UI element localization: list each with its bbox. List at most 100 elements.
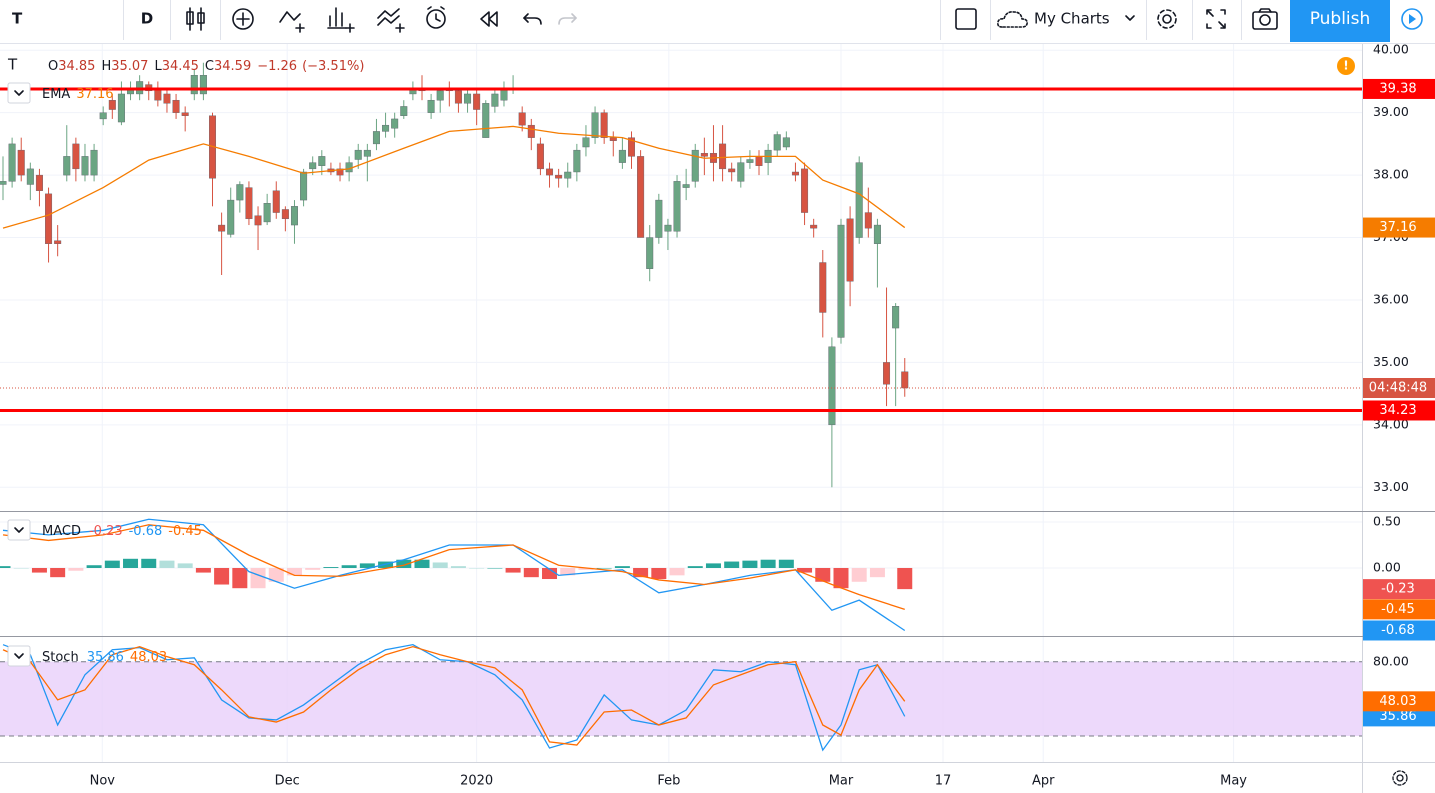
indicator-line	[2, 524, 905, 610]
chevron	[14, 653, 24, 659]
price-badge-label: 34.23	[1379, 403, 1416, 418]
histogram-bar	[705, 563, 721, 568]
ema-value: 37.16	[76, 87, 113, 102]
x-tick-label: Feb	[657, 774, 680, 789]
overlay: Nov Dec 2020 Feb Mar 17 Apr May33.0034.0035.003…	[90, 42, 1435, 789]
histogram-bar	[542, 567, 558, 580]
candle-body	[655, 199, 663, 238]
candle-body	[382, 124, 390, 132]
candle-body	[172, 99, 180, 113]
collapse-button[interactable]	[7, 645, 31, 667]
histogram-bar	[833, 567, 849, 589]
icon-part	[197, 12, 205, 24]
indicators-button[interactable]	[279, 11, 305, 33]
strategy-button[interactable]	[377, 8, 405, 33]
candle-body	[828, 346, 836, 426]
chevron	[14, 527, 24, 533]
price-badge	[1363, 706, 1435, 727]
candle-body	[600, 112, 608, 138]
candle-body	[637, 156, 645, 238]
icon-part	[186, 11, 194, 25]
candle-body	[573, 149, 581, 173]
candle-body	[864, 212, 872, 229]
histogram-bar	[359, 563, 375, 568]
histogram-bar	[523, 567, 539, 578]
symbol-button[interactable]: T	[12, 10, 23, 28]
candle-body	[90, 149, 98, 176]
candle-body	[300, 171, 308, 201]
play-button[interactable]	[1401, 8, 1423, 30]
fullscreen-button[interactable]	[1206, 9, 1226, 29]
ohlc-legend: O34.85 H35.07 L34.45 C34.59 −1.26 (−3.51%)	[48, 59, 364, 74]
candle-body	[664, 224, 672, 232]
warning-icon[interactable]	[1337, 57, 1355, 75]
histogram-bar	[560, 567, 576, 576]
interval-button[interactable]: D	[141, 10, 153, 28]
x-tick-label: Mar	[829, 774, 854, 789]
bar-style-button[interactable]	[186, 7, 205, 31]
macd-legend: MACD -0.23 -0.68 -0.45	[7, 519, 202, 541]
candle-body	[309, 162, 317, 170]
candle-body	[473, 93, 481, 110]
scale-settings-button[interactable]	[1392, 770, 1408, 786]
price-badge-label: -0.68	[1381, 623, 1415, 638]
candle-body	[782, 137, 790, 148]
my-charts-button[interactable]: My Charts	[1034, 10, 1110, 28]
toolbar: T D My Charts Publish	[0, 0, 1435, 44]
legend-symbol: T	[7, 56, 18, 74]
collapse-button[interactable]	[7, 82, 31, 104]
redo-button[interactable]	[558, 13, 577, 25]
candle-body	[627, 137, 635, 157]
x-tick-label: 17	[935, 774, 952, 789]
histogram-bar	[742, 560, 758, 568]
candle-body	[372, 131, 380, 145]
snapshot-button[interactable]	[1252, 8, 1278, 30]
collapse-button[interactable]	[7, 519, 31, 541]
settings-button[interactable]	[1157, 9, 1177, 29]
x-tick-label: May	[1220, 774, 1247, 789]
price-badge-label: -0.45	[1381, 602, 1415, 617]
high-prefix: H	[101, 59, 111, 74]
candle-body	[181, 112, 189, 116]
my-charts-menu[interactable]	[1125, 15, 1135, 21]
y-tick-label: 38.00	[1373, 167, 1409, 182]
candle-body	[719, 143, 727, 170]
candle-body	[26, 168, 34, 185]
histogram-bar	[614, 566, 630, 568]
publish-label[interactable]: Publish	[1310, 9, 1371, 29]
publish-button[interactable]	[1290, 0, 1390, 42]
layout-button[interactable]	[955, 8, 977, 30]
histogram-bar	[633, 567, 649, 578]
histogram-bar	[651, 567, 667, 580]
candle-body	[755, 156, 763, 166]
candle-body	[400, 106, 408, 116]
icon-part	[1396, 774, 1404, 782]
high-value: 35.07	[111, 59, 148, 74]
signal-value: -0.45	[168, 524, 202, 539]
candle-body	[117, 93, 125, 123]
candle-body	[482, 103, 490, 138]
candle-body	[646, 237, 654, 269]
histogram-bar	[897, 567, 913, 590]
candle-body	[582, 137, 590, 148]
candle-body	[555, 174, 563, 179]
candle-body	[199, 75, 207, 95]
icon-part	[377, 8, 400, 19]
price-legend: T O34.85 H35.07 L34.45 C34.59 −1.26 (−3.51%) …	[7, 56, 1355, 104]
change-value: −1.26	[257, 59, 297, 74]
templates-button[interactable]	[327, 7, 355, 33]
icon-part	[435, 13, 441, 22]
alert-button[interactable]	[426, 6, 446, 29]
candle-body	[883, 362, 891, 385]
histogram-bar	[396, 559, 412, 568]
price-badge-label: 04:48:48	[1369, 381, 1427, 396]
compare-button[interactable]	[232, 8, 254, 30]
candle-body	[791, 171, 799, 176]
icon-part	[1207, 10, 1214, 17]
replay-button[interactable]	[480, 11, 498, 27]
indicator-line	[2, 645, 906, 746]
histogram-bar	[159, 560, 175, 568]
undo-button[interactable]	[523, 13, 542, 25]
histogram-value: -0.23	[89, 524, 123, 539]
d-value: 48.03	[130, 650, 167, 665]
